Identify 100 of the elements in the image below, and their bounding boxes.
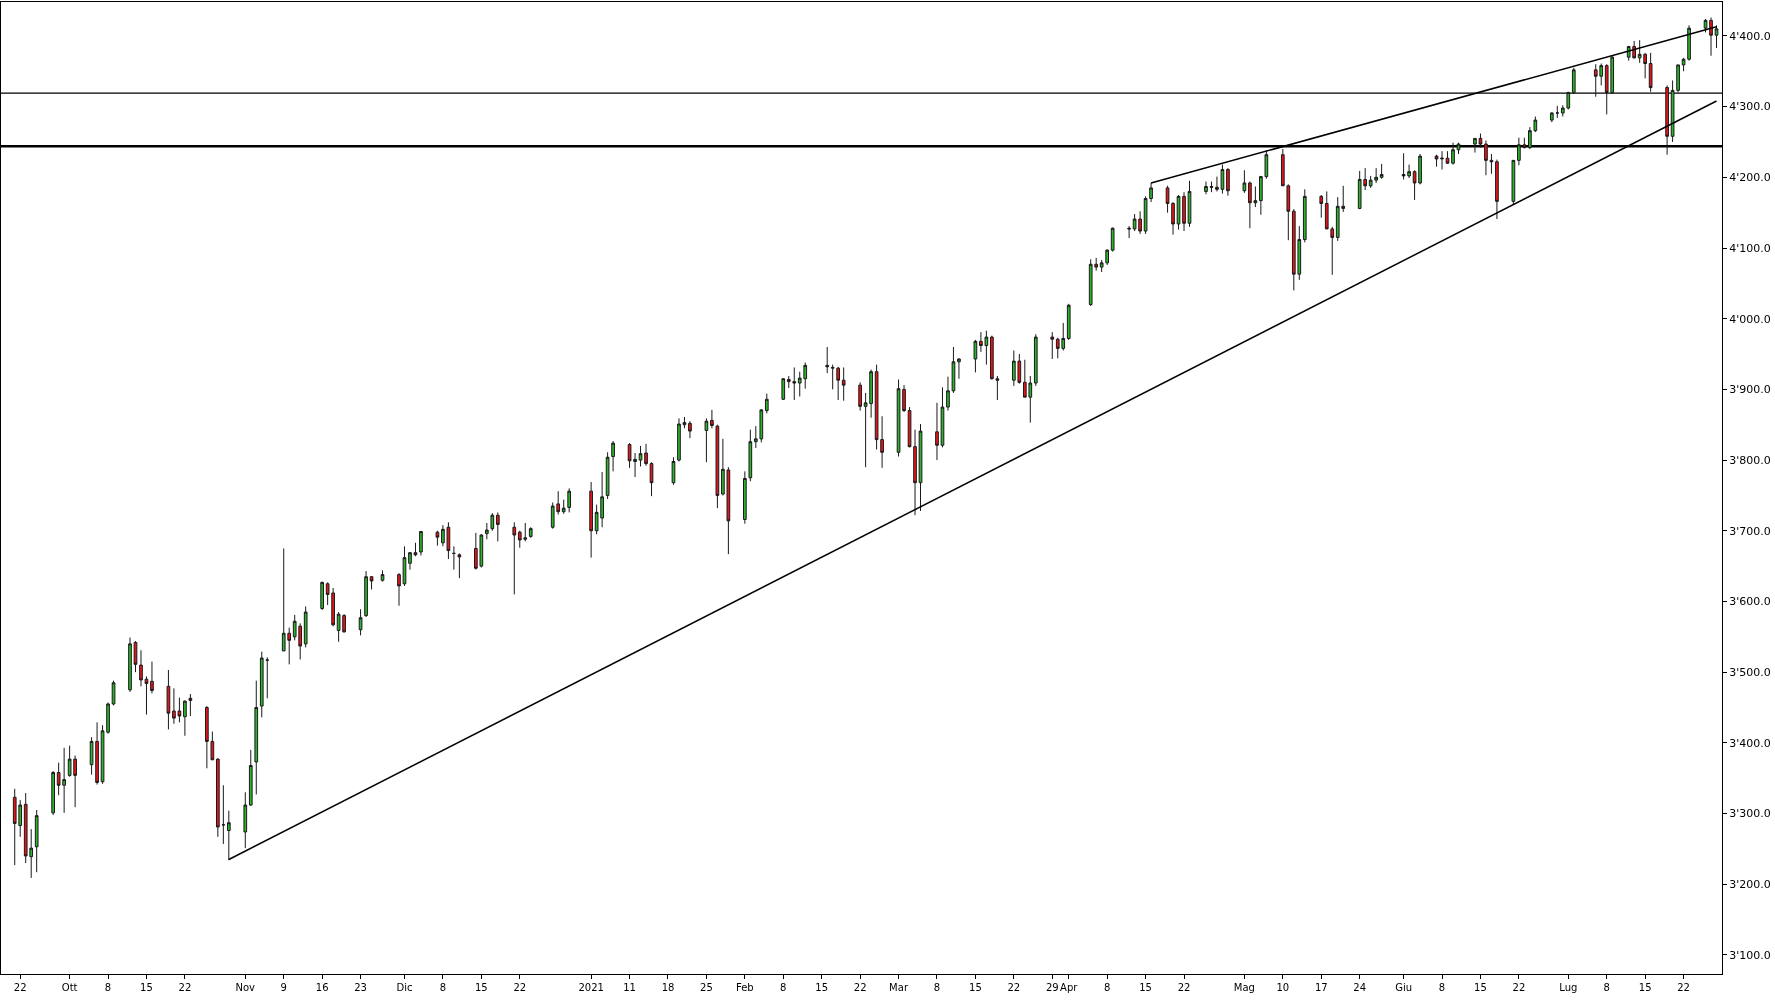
y-tick-label: 4'300.0 xyxy=(1729,100,1771,114)
x-tick-label: 25 xyxy=(700,982,713,993)
candlestick xyxy=(128,637,132,693)
candlestick xyxy=(567,487,572,513)
candlestick xyxy=(1242,169,1247,194)
x-tick-label: Ott xyxy=(61,982,78,993)
candlestick xyxy=(259,651,264,718)
candlestick xyxy=(484,522,489,540)
candlestick xyxy=(748,429,753,482)
y-tick-label: 4'200.0 xyxy=(1729,171,1771,185)
x-tick-label: 8 xyxy=(1438,982,1446,993)
candlestick xyxy=(1187,180,1192,228)
y-tick-label: 3'200.0 xyxy=(1729,878,1771,892)
x-tick-label: 22 xyxy=(1512,982,1526,993)
candlestick xyxy=(265,656,270,699)
candlestick xyxy=(490,512,495,532)
candlestick xyxy=(1379,163,1384,178)
candlestick xyxy=(435,530,440,547)
x-tick-label: 22 xyxy=(1677,982,1690,993)
candlestick xyxy=(457,554,462,579)
candlestick xyxy=(1050,331,1055,360)
candlestick xyxy=(1571,67,1576,95)
candlestick xyxy=(1648,52,1653,93)
y-tick-label: 4'000.0 xyxy=(1729,312,1771,326)
candlestick xyxy=(1665,84,1669,156)
candlestick xyxy=(419,530,423,557)
x-tick-label: 15 xyxy=(815,982,829,993)
candlestick xyxy=(918,423,923,512)
x-tick-label: Apr xyxy=(1060,982,1079,993)
candlestick xyxy=(1555,105,1560,119)
candlestick xyxy=(1127,225,1131,239)
y-tick-label: 3'500.0 xyxy=(1729,666,1771,679)
candlestick xyxy=(743,470,747,525)
x-tick-label: 15 xyxy=(474,982,488,993)
candlestick xyxy=(452,545,456,571)
x-tick-label: Giu xyxy=(1395,982,1413,993)
candlestick xyxy=(1495,159,1499,220)
y-tick-label: 3'700.0 xyxy=(1729,524,1771,538)
x-tick-label: 17 xyxy=(1314,982,1328,993)
y-tick-label: 4'100.0 xyxy=(1729,241,1771,255)
candlestick xyxy=(688,420,692,439)
candlestick xyxy=(1226,167,1230,197)
candlestick xyxy=(1033,333,1038,387)
candlestick xyxy=(957,357,961,380)
candlestick xyxy=(781,377,786,401)
candlestick xyxy=(248,749,253,807)
candlestick xyxy=(1549,111,1554,123)
x-tick-label: 8 xyxy=(1603,982,1610,993)
x-tick-label: 8 xyxy=(933,982,941,993)
candlestick xyxy=(710,409,714,429)
candlestick xyxy=(715,424,720,509)
x-tick-label: 8 xyxy=(1103,982,1111,993)
candlestick xyxy=(1511,159,1516,205)
candlestick xyxy=(51,770,55,816)
candlestick xyxy=(243,791,248,849)
candlestick xyxy=(150,661,154,694)
candlestick xyxy=(704,417,709,463)
candlestick xyxy=(221,784,226,845)
candlestick xyxy=(358,608,363,636)
candlestick xyxy=(764,393,769,414)
x-tick-label: Feb xyxy=(735,982,754,993)
x-tick-label: 15 xyxy=(140,982,153,993)
x-tick-label: 23 xyxy=(354,982,367,993)
x-tick-label: 15 xyxy=(969,982,982,993)
x-tick-label: Mag xyxy=(1233,982,1255,993)
x-tick-label: Mar xyxy=(889,982,909,993)
candlestick xyxy=(111,680,116,706)
candlestick xyxy=(380,569,385,583)
y-tick-label: 4'400.0 xyxy=(1729,29,1771,43)
candlestick xyxy=(364,570,368,618)
x-tick-label: 22 xyxy=(178,982,192,993)
y-tick-label: 3'900.0 xyxy=(1729,383,1771,397)
candlestick xyxy=(254,680,259,795)
x-tick-label: 22 xyxy=(13,982,27,993)
candlestick xyxy=(528,526,533,539)
x-tick-label: 15 xyxy=(1638,982,1652,993)
candlestick xyxy=(1714,24,1719,49)
candlestick xyxy=(303,605,308,648)
candlestick xyxy=(671,456,676,486)
candlestick xyxy=(649,461,654,497)
y-tick-label: 3'100.0 xyxy=(1729,948,1771,962)
x-tick-label: 22 xyxy=(1007,982,1021,993)
candlestick xyxy=(1110,227,1115,253)
candlestick xyxy=(825,346,830,374)
candlestick xyxy=(611,440,615,472)
x-tick-label: 24 xyxy=(1353,982,1367,993)
candlestick xyxy=(495,511,500,542)
candlestick xyxy=(166,669,171,730)
x-tick-label: 9 xyxy=(280,982,287,993)
x-tick-label: 11 xyxy=(623,982,636,993)
x-tick-label: 15 xyxy=(1474,982,1487,993)
candlestick xyxy=(561,499,566,515)
x-tick-label: 18 xyxy=(661,982,675,993)
candlestick xyxy=(1066,303,1071,341)
candlestick xyxy=(320,581,324,611)
x-tick-label: 22 xyxy=(853,982,867,993)
y-tick-label: 3'300.0 xyxy=(1729,807,1771,821)
x-tick-label: 10 xyxy=(1276,982,1290,993)
candlestick xyxy=(973,339,978,373)
candlestick xyxy=(605,451,610,500)
